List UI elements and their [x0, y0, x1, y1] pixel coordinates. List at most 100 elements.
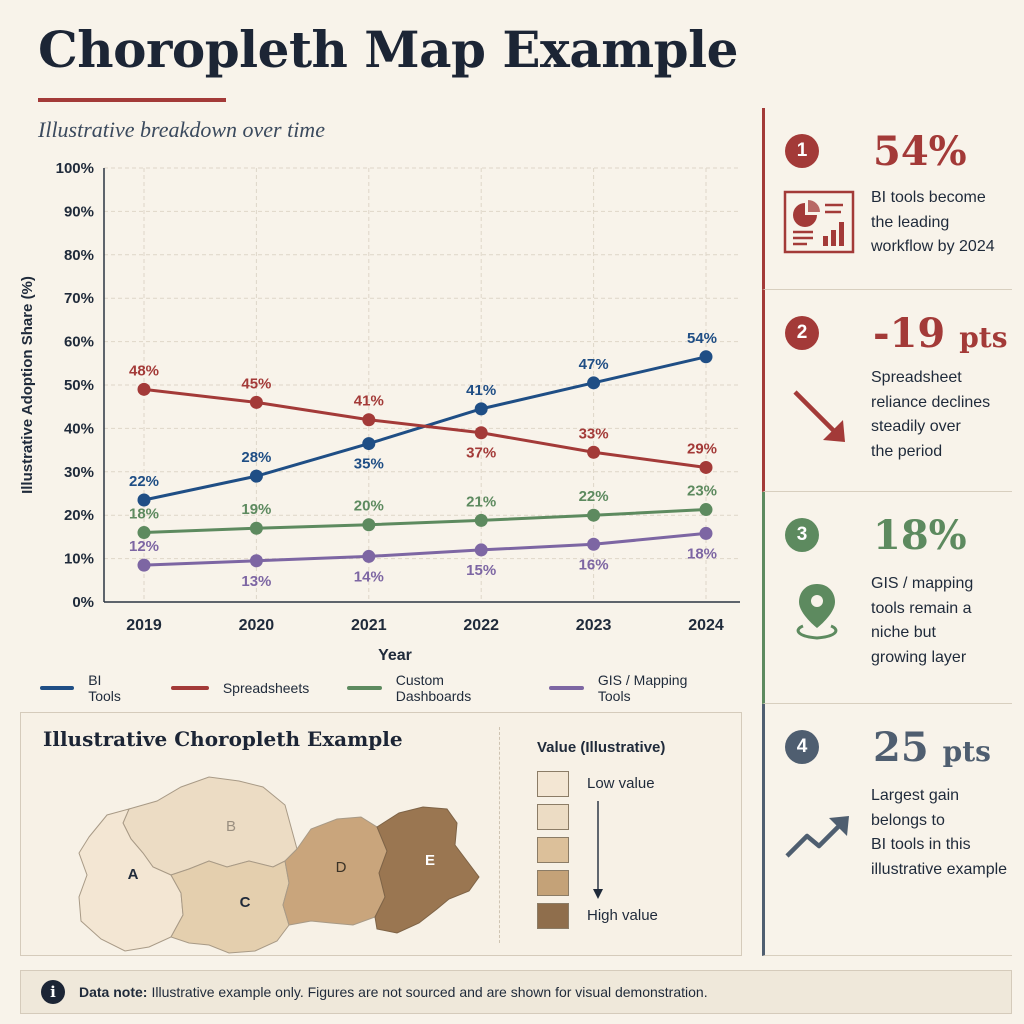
- y-tick-label: 0%: [72, 594, 94, 611]
- legend-item[interactable]: Custom Dashboards: [347, 672, 511, 704]
- data-point[interactable]: [362, 518, 376, 532]
- map-region-e[interactable]: [374, 806, 480, 934]
- y-tick-label: 90%: [64, 203, 94, 220]
- data-point[interactable]: [137, 382, 151, 396]
- stat-value-number: 25: [873, 724, 929, 771]
- title-underline: [38, 98, 226, 102]
- map-region-label: B: [226, 818, 236, 835]
- legend-item[interactable]: GIS / Mapping Tools: [549, 672, 712, 704]
- legend-label: Custom Dashboards: [395, 672, 472, 704]
- legend-swatch: [40, 686, 75, 690]
- data-point[interactable]: [587, 445, 601, 459]
- stat-value: 25 pts: [873, 724, 991, 771]
- data-label: 19%: [241, 501, 271, 518]
- data-point[interactable]: [474, 543, 488, 557]
- data-label: 47%: [579, 356, 609, 373]
- data-label: 13%: [241, 573, 271, 590]
- data-point[interactable]: [587, 537, 601, 551]
- data-point[interactable]: [474, 513, 488, 527]
- scale-swatch: [537, 903, 569, 929]
- data-point[interactable]: [474, 426, 488, 440]
- data-point[interactable]: [137, 526, 151, 540]
- data-point[interactable]: [362, 549, 376, 563]
- stat-description-line: illustrative example: [871, 860, 1008, 878]
- scale-high-label: High value: [587, 907, 658, 924]
- legend-swatch: [549, 686, 584, 690]
- data-label: 14%: [354, 568, 384, 585]
- y-tick-label: 40%: [64, 420, 94, 437]
- stat-value-unit: pts: [942, 735, 991, 768]
- data-point[interactable]: [474, 402, 488, 416]
- data-point[interactable]: [249, 469, 263, 483]
- stat-card-2: 2 -19 pts Spreadsheet reliance declines ste…: [762, 290, 1012, 492]
- scale-swatch: [537, 771, 569, 797]
- data-label: 35%: [354, 456, 384, 473]
- data-point[interactable]: [699, 350, 713, 364]
- x-tick-label: 2019: [126, 617, 162, 634]
- y-axis-title: Illustrative Adoption Share (%): [19, 276, 36, 494]
- data-label: 48%: [129, 362, 159, 379]
- stat-card-1: 1 54% BI tools become the leading workflow …: [762, 108, 1012, 290]
- legend-item[interactable]: BI Tools: [40, 672, 133, 704]
- data-point[interactable]: [699, 503, 713, 517]
- data-label: 28%: [241, 449, 271, 466]
- data-point[interactable]: [249, 554, 263, 568]
- stat-description-line: the period: [871, 442, 943, 460]
- x-tick-label: 2024: [688, 617, 724, 634]
- data-label: 23%: [687, 483, 717, 500]
- data-point[interactable]: [362, 437, 376, 451]
- data-label: 41%: [354, 393, 384, 410]
- stat-description-line: workflow by 2024: [871, 238, 995, 255]
- y-tick-label: 30%: [64, 464, 94, 481]
- data-point[interactable]: [699, 526, 713, 540]
- x-axis-title: Year: [378, 647, 412, 664]
- choropleth-panel: Illustrative Choropleth Example A B C D …: [20, 712, 742, 956]
- map-region-c[interactable]: [170, 860, 290, 954]
- legend-item[interactable]: Spreadsheets: [170, 680, 309, 696]
- chart-legend: BI Tools Spreadsheets Custom Dashboards GIS…: [40, 672, 750, 704]
- series-line: [143, 508, 707, 535]
- map-region-label: D: [336, 859, 347, 876]
- data-point[interactable]: [137, 493, 151, 507]
- stat-description-line: belongs to: [871, 811, 945, 829]
- data-label: 16%: [579, 556, 609, 573]
- data-point[interactable]: [137, 558, 151, 572]
- stat-description-line: niche but: [871, 624, 936, 641]
- legend-label: GIS / Mapping Tools: [597, 672, 688, 704]
- data-point[interactable]: [249, 395, 263, 409]
- data-point[interactable]: [587, 376, 601, 390]
- data-point[interactable]: [587, 508, 601, 522]
- data-point[interactable]: [362, 413, 376, 427]
- scale-low-label: Low value: [587, 775, 655, 792]
- stat-description-line: the leading: [871, 213, 950, 231]
- y-tick-label: 20%: [64, 507, 94, 524]
- scale-title: Value (Illustrative): [537, 739, 666, 756]
- stat-value-unit: pts: [959, 321, 1008, 354]
- stat-description: GIS / mapping tools remain a niche but grow…: [871, 572, 1011, 670]
- data-point[interactable]: [699, 460, 713, 474]
- map-region-b[interactable]: [122, 776, 298, 876]
- stat-description: Spreadsheet reliance declines steadily ove…: [871, 366, 1011, 464]
- map-divider: [499, 727, 500, 943]
- map-pin-icon: [791, 580, 843, 649]
- legend-swatch: [347, 686, 382, 690]
- note-text: Illustrative example only. Figures are n…: [151, 984, 708, 1000]
- arrow-down-right-icon: [789, 386, 853, 455]
- stat-number-badge: 3: [785, 518, 819, 552]
- data-label: 20%: [354, 498, 384, 515]
- stat-description-line: tools remain a: [871, 599, 972, 617]
- stats-panel: 1 54% BI tools become the leading workflow …: [762, 108, 1012, 956]
- stat-value-number: 18%: [873, 512, 967, 559]
- data-label: 29%: [687, 440, 717, 457]
- stat-number-badge: 2: [785, 316, 819, 350]
- data-point[interactable]: [249, 521, 263, 535]
- y-tick-label: 60%: [64, 334, 94, 351]
- stat-description-line: GIS / mapping: [871, 575, 974, 592]
- line-chart: 0% 10% 20% 30% 40% 50% 60% 70% 80% 90% 100% 2019 202…: [19, 160, 740, 664]
- stat-description-line: Spreadsheet: [871, 369, 962, 386]
- stat-value: 18%: [873, 512, 967, 559]
- stat-value-number: -19: [873, 310, 946, 357]
- y-tick-label: 70%: [64, 290, 94, 307]
- stat-value: 54%: [873, 128, 967, 175]
- data-label: 21%: [466, 493, 496, 510]
